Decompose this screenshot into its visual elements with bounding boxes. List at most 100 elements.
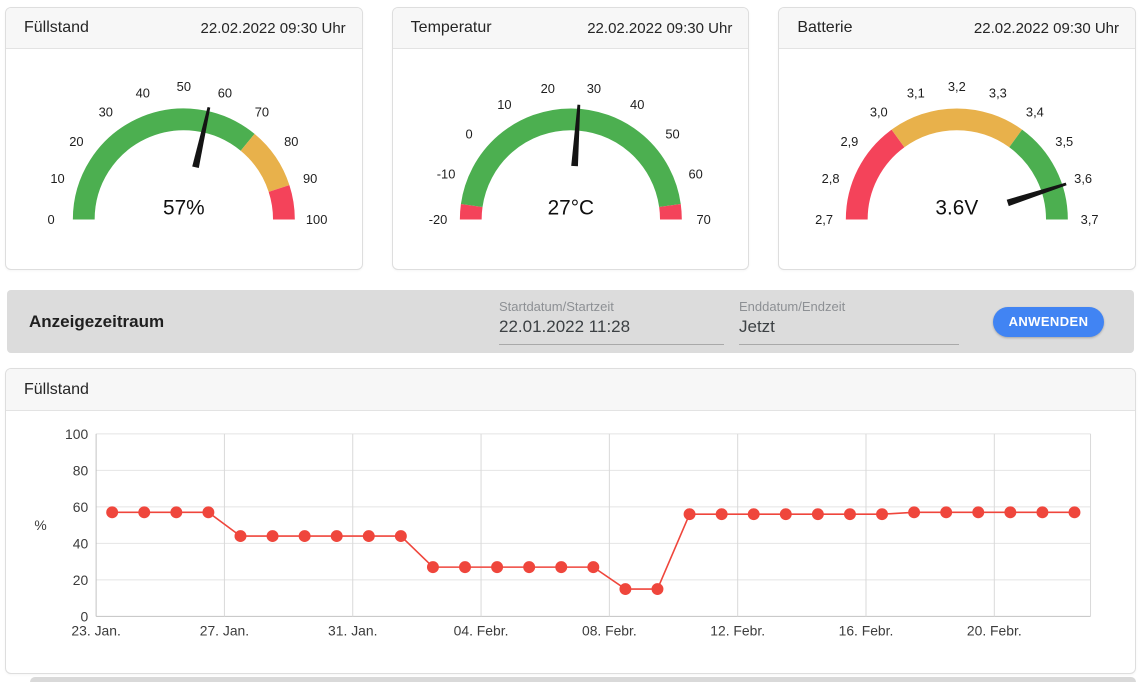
card-header: Füllstand 22.02.2022 09:30 Uhr [6,8,362,49]
gauge-value-label: 57% [163,196,205,219]
gauge-segment [891,108,1023,148]
gauge-tick-label: 70 [255,104,269,119]
period-title: Anzeigezeitraum [29,311,165,331]
data-point[interactable] [811,508,824,521]
data-point[interactable] [555,561,568,574]
gauge-tick-label: 2,8 [822,171,840,186]
x-tick-label: 20. Febr. [967,622,1022,638]
gauge-tick-label: 3,0 [870,104,888,119]
gauge-tick-label: 50 [177,79,191,94]
display-period-bar: Anzeigezeitraum Startdatum/Startzeit 22.… [7,290,1134,353]
gauge-tick-label: 70 [696,212,710,227]
gauge-tick-label: 20 [540,81,554,96]
gauge-tick-label: 2,7 [815,212,833,227]
data-point[interactable] [330,530,343,543]
card-title: Füllstand [24,19,89,36]
data-point[interactable] [651,583,664,595]
gauge-tick-label: 3,2 [948,79,966,94]
data-point[interactable] [1068,506,1081,519]
gauge-segment [658,204,682,220]
data-point[interactable] [1004,506,1017,519]
gauge-tick-label: 30 [99,104,113,119]
gauge-card-batterie: Batterie 22.02.2022 09:30 Uhr 2,7 2,8 2,9 3… [778,7,1137,270]
gauge-needle [192,106,211,168]
data-point[interactable] [234,530,247,543]
gauge-tick-label: 30 [586,81,600,96]
card-body: 0 10 20 30 40 50 60 70 80 90 100 57% [6,49,362,269]
card-body: 2,7 2,8 2,9 3,0 3,1 3,2 3,3 3,4 3,5 3,6 3,7 3.6V [779,49,1135,269]
gauge-card-fuellstand: Füllstand 22.02.2022 09:30 Uhr 0 10 20 30 40… [5,7,363,270]
gauge-tick-label: 10 [497,97,511,112]
start-datetime-field[interactable]: Startdatum/Startzeit 22.01.2022 11:28 [499,299,724,345]
data-point[interactable] [587,561,600,574]
data-point[interactable] [843,508,856,521]
gauge-tick-label: 3,1 [907,86,925,101]
data-point[interactable] [459,561,471,574]
end-datetime-input[interactable]: Jetzt [739,316,775,336]
chart-card-header: Füllstand [6,369,1135,411]
gauge-tick-label: 0 [47,212,54,227]
data-point[interactable] [972,506,985,519]
y-tick-label: 40 [73,535,89,551]
data-point[interactable] [426,561,439,574]
start-datetime-input[interactable]: 22.01.2022 11:28 [499,316,631,336]
chart-title: Füllstand [24,380,89,398]
x-tick-label: 12. Febr. [710,622,765,638]
gauge-tick-label: 100 [306,212,327,227]
gauge-tick-label: -10 [436,166,455,181]
card-timestamp: 22.02.2022 09:30 Uhr [587,19,733,37]
gauge-tick-label: 20 [69,134,83,149]
data-point[interactable] [1036,506,1049,519]
data-point[interactable] [683,508,696,521]
gauge-tick-label: 40 [136,86,150,101]
data-point[interactable] [298,530,311,543]
gauge-segment [459,204,483,220]
gauge-tick-label: 0 [465,127,472,142]
data-point[interactable] [202,506,215,519]
data-point[interactable] [747,508,760,521]
data-point[interactable] [138,506,151,519]
fuellstand-chart-card: Füllstand 0 20 40 60 80 100 23. Jan. 27. Jan. 31… [5,368,1136,674]
data-point[interactable] [940,506,953,519]
card-timestamp: 22.02.2022 09:30 Uhr [973,19,1120,37]
temperatur-gauge: -20 -10 0 10 20 30 40 50 60 70 27°C [428,81,710,227]
series-line [112,511,1075,590]
gauge-tick-label: 60 [688,166,702,181]
data-point[interactable] [491,561,504,574]
x-tick-label: 31. Jan. [328,622,377,638]
end-datetime-field[interactable]: Enddatum/Endzeit Jetzt [739,299,959,345]
card-title: Batterie [797,19,853,36]
data-point[interactable] [619,583,632,595]
gauge-tick-label: 3,4 [1026,104,1044,119]
y-tick-label: 20 [73,572,89,588]
gauge-tick-label: 3,7 [1081,212,1099,227]
x-tick-label: 23. Jan. [71,622,120,638]
data-point[interactable] [394,530,407,543]
data-point[interactable] [715,508,728,521]
data-point[interactable] [106,506,119,519]
apply-button[interactable]: ANWENDEN [993,306,1104,337]
x-tick-label: 27. Jan. [200,622,249,638]
gauge-needle [570,104,580,167]
card-header: Batterie 22.02.2022 09:30 Uhr [779,8,1136,49]
data-point[interactable] [523,561,536,574]
data-point[interactable] [362,530,375,543]
gauge-value-label: 27°C [547,196,593,219]
data-point[interactable] [779,508,792,521]
y-tick-label: 60 [73,499,89,515]
data-point[interactable] [170,506,183,519]
chart-card-body: 0 20 40 60 80 100 23. Jan. 27. Jan. 31. Jan. 04. … [6,411,1135,673]
gauge-card-temperatur: Temperatur 22.02.2022 09:30 Uhr -20 -10 0 1… [391,7,750,270]
data-point[interactable] [876,508,888,521]
y-axis-unit-label: % [34,517,46,533]
card-title: Temperatur [410,19,492,36]
gauge-segment [72,108,255,220]
gauge-tick-label: 50 [665,127,679,142]
card-timestamp: 22.02.2022 09:30 Uhr [200,19,346,37]
gauge-tick-label: 3,6 [1075,171,1093,186]
data-point[interactable] [266,530,279,543]
gauge-tick-label: 90 [303,171,317,186]
gauge-segment [460,108,681,208]
data-point[interactable] [908,506,921,519]
card-header: Temperatur 22.02.2022 09:30 Uhr [392,8,749,49]
